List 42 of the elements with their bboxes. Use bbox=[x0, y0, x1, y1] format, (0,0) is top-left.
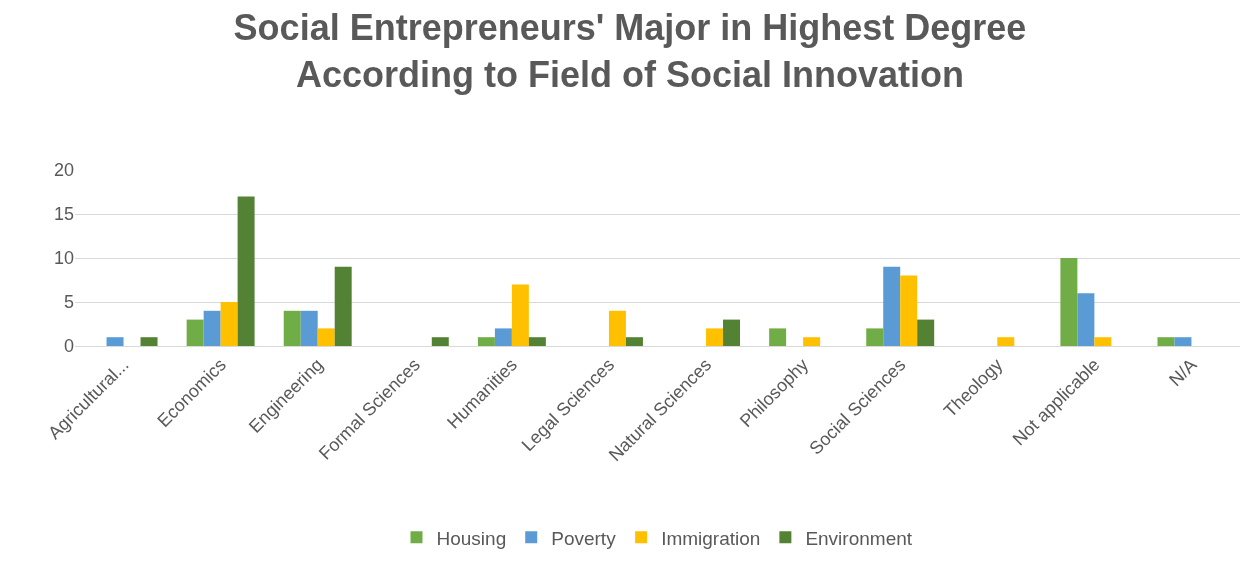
bar bbox=[106, 337, 124, 346]
bar bbox=[706, 328, 724, 346]
bar bbox=[317, 328, 335, 346]
bar bbox=[300, 310, 318, 346]
bar bbox=[528, 337, 546, 346]
bar bbox=[608, 310, 626, 346]
bar bbox=[511, 284, 529, 346]
bar bbox=[186, 319, 204, 346]
y-tick-label: 20 bbox=[53, 160, 74, 181]
bar bbox=[140, 337, 158, 346]
bar bbox=[769, 328, 787, 346]
bar bbox=[625, 337, 643, 346]
bar bbox=[1174, 337, 1192, 346]
legend-label: Housing bbox=[436, 527, 507, 549]
bar bbox=[866, 328, 884, 346]
y-tick-label: 5 bbox=[63, 292, 74, 313]
bar bbox=[883, 266, 901, 346]
bar bbox=[220, 302, 238, 346]
legend-label: Immigration bbox=[661, 527, 761, 549]
bar bbox=[334, 266, 352, 346]
bar bbox=[723, 319, 741, 346]
bar bbox=[494, 328, 512, 346]
y-tick-label: 0 bbox=[63, 336, 74, 357]
y-tick-label: 15 bbox=[53, 204, 74, 225]
bar bbox=[803, 337, 821, 346]
chart-title: Social Entrepreneurs' Major in Highest Degree According to Field of Social Innovation bbox=[233, 6, 1027, 95]
bar bbox=[203, 310, 221, 346]
legend-label: Poverty bbox=[551, 527, 617, 549]
bar bbox=[1060, 258, 1078, 346]
bar bbox=[1157, 337, 1175, 346]
bar bbox=[997, 337, 1015, 346]
bar bbox=[1077, 293, 1095, 346]
y-tick-label: 10 bbox=[53, 248, 74, 269]
legend-label: Environment bbox=[805, 527, 913, 549]
bar bbox=[1094, 337, 1112, 346]
bar bbox=[237, 196, 255, 346]
x-tick-label: N/A bbox=[1165, 354, 1201, 391]
bar bbox=[477, 337, 495, 346]
bar bbox=[283, 310, 301, 346]
bar bbox=[917, 319, 935, 346]
bar bbox=[431, 337, 449, 346]
bar bbox=[900, 275, 918, 346]
